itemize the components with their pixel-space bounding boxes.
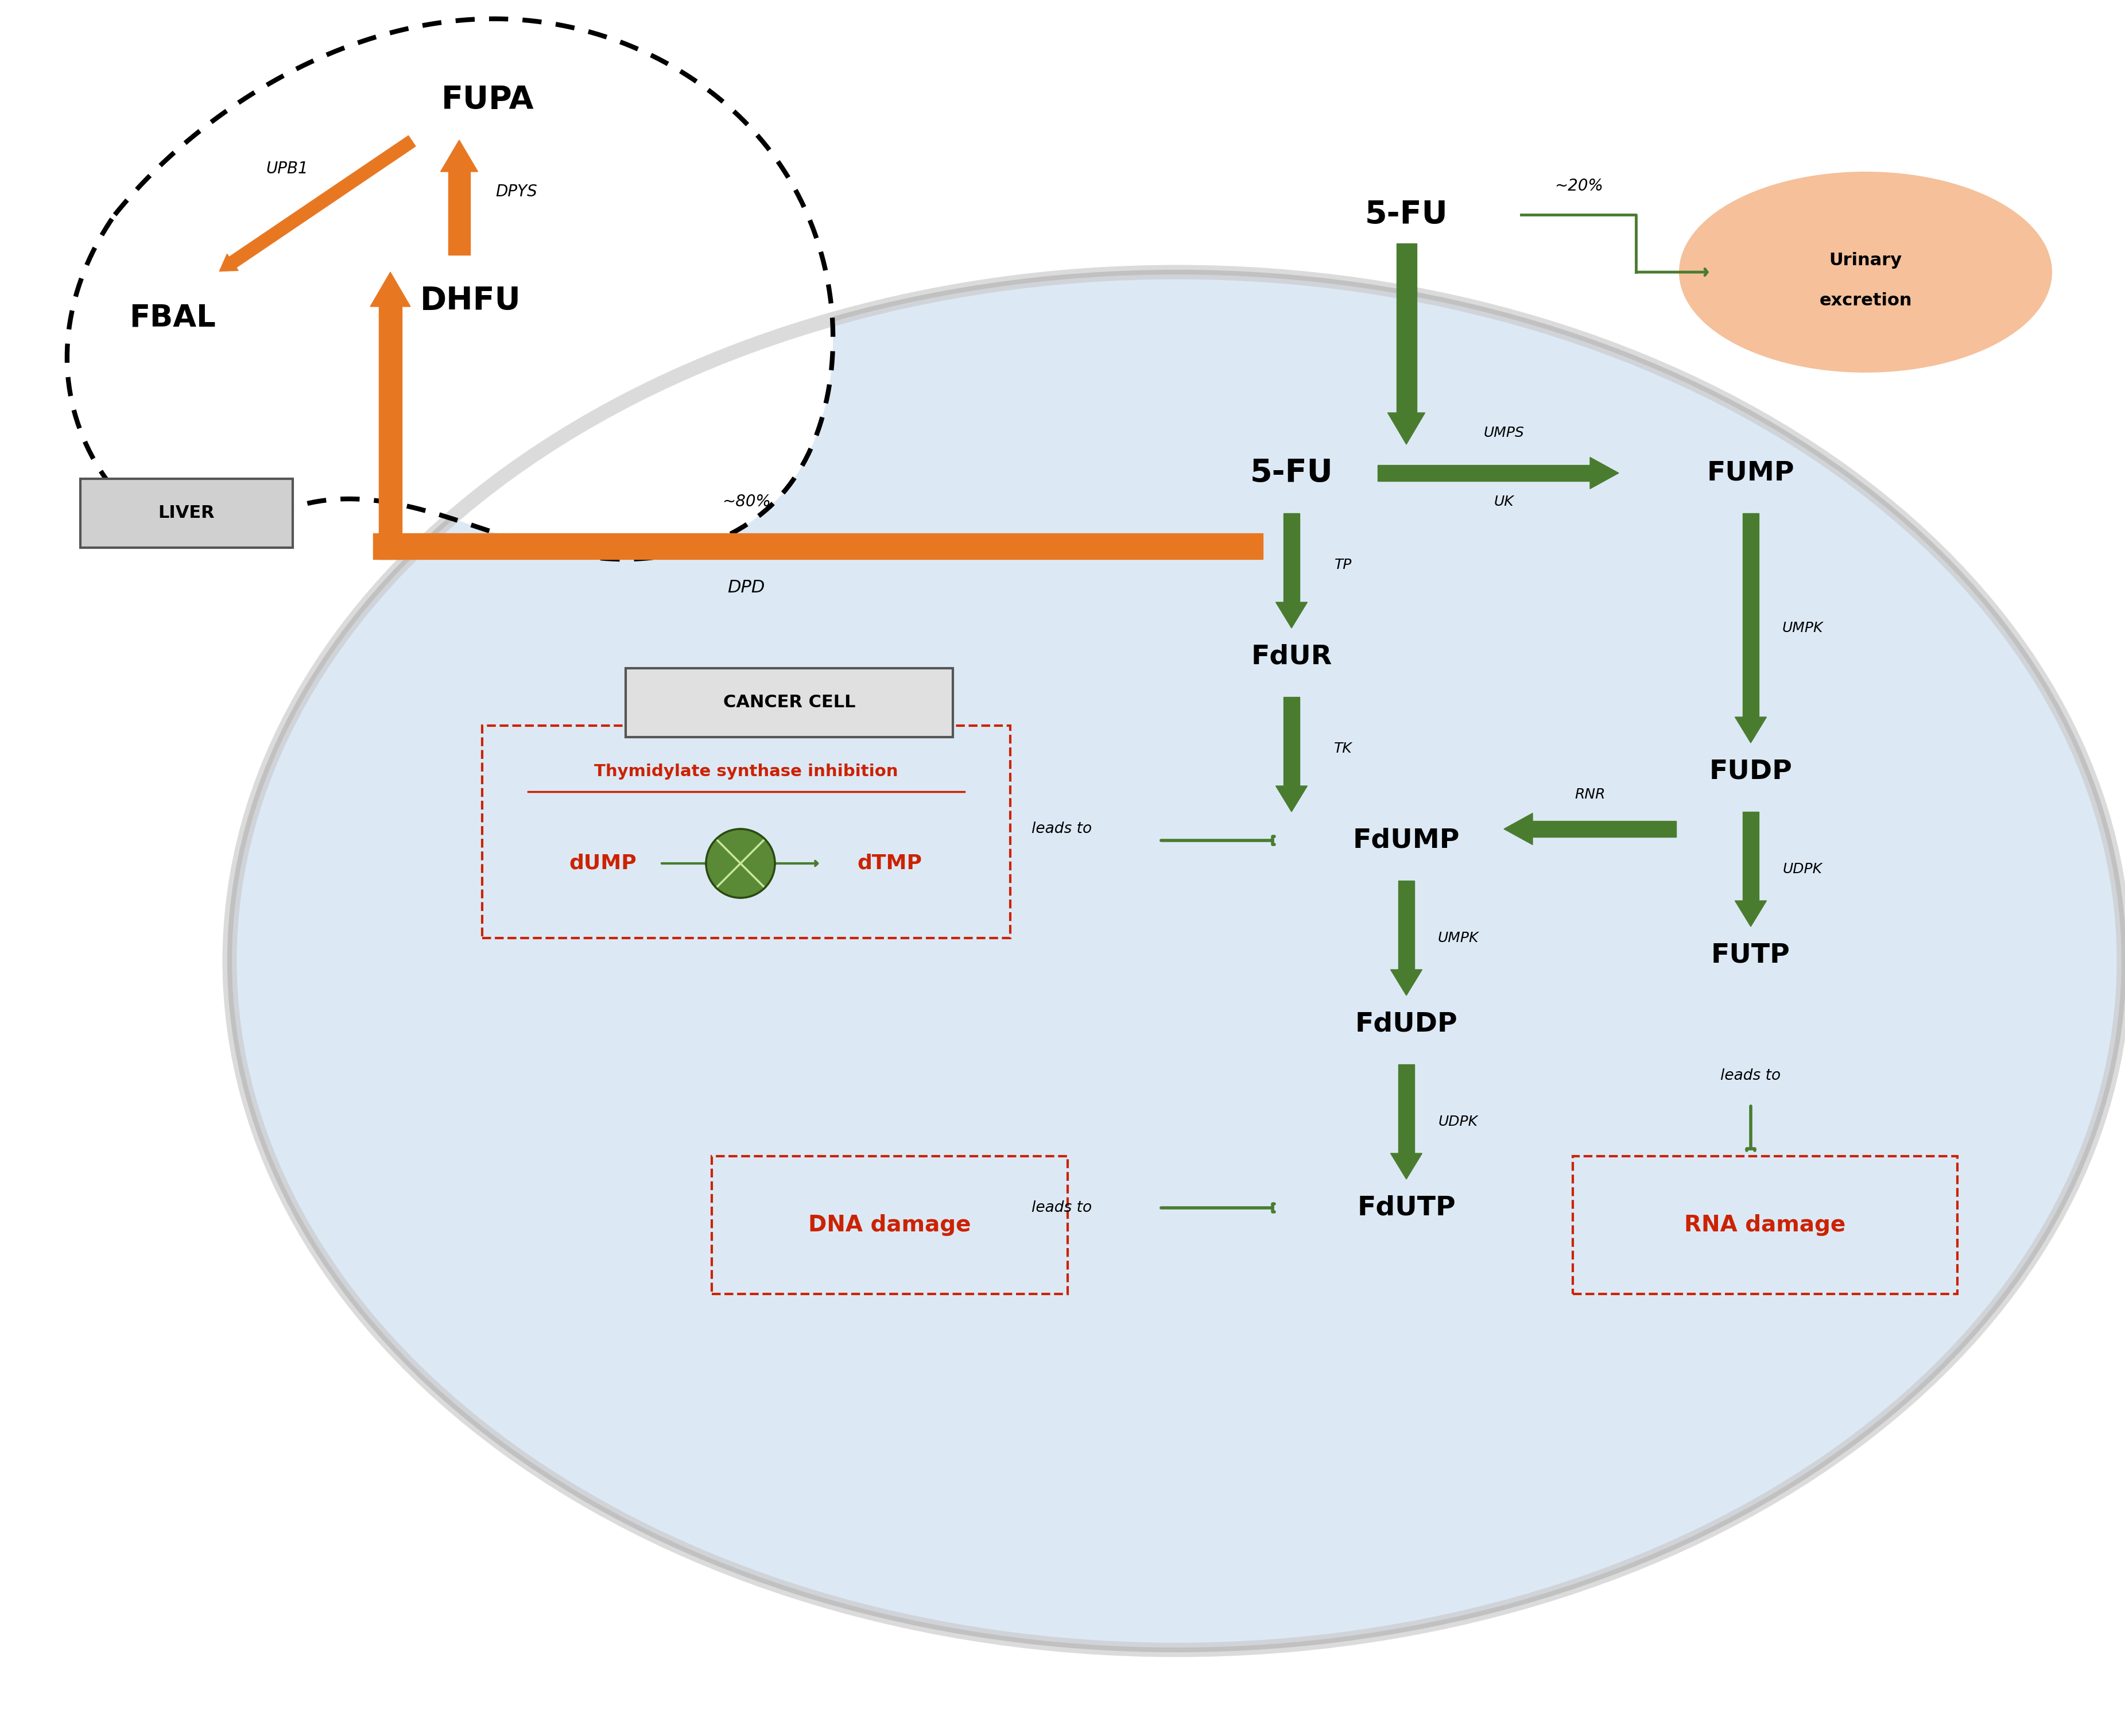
Text: DNA damage: DNA damage <box>808 1213 971 1236</box>
Text: dUMP: dUMP <box>570 854 637 873</box>
Text: FUTP: FUTP <box>1711 943 1791 969</box>
Circle shape <box>706 830 776 898</box>
Text: UDPK: UDPK <box>1783 863 1823 877</box>
Bar <box>1396 243 1417 413</box>
Text: UMPS: UMPS <box>1483 425 1524 439</box>
Polygon shape <box>1734 717 1766 743</box>
Text: FBAL: FBAL <box>130 304 215 333</box>
Polygon shape <box>1504 812 1532 845</box>
Text: TK: TK <box>1334 741 1352 755</box>
Text: ~20%: ~20% <box>1553 179 1602 194</box>
Text: DPD: DPD <box>727 580 765 595</box>
Text: TP: TP <box>1334 557 1352 571</box>
Text: leads to: leads to <box>1033 821 1092 837</box>
Text: Thymidylate synthase inhibition: Thymidylate synthase inhibition <box>595 764 899 779</box>
Text: FdUMP: FdUMP <box>1354 828 1460 854</box>
Text: UMPK: UMPK <box>1436 930 1479 944</box>
Bar <box>1283 696 1300 786</box>
Polygon shape <box>370 273 410 307</box>
Text: excretion: excretion <box>1819 292 1912 309</box>
Polygon shape <box>68 19 833 559</box>
Bar <box>1742 514 1759 717</box>
Bar <box>1742 812 1759 901</box>
Polygon shape <box>440 141 478 172</box>
Text: 5-FU: 5-FU <box>1249 458 1332 488</box>
Text: Urinary: Urinary <box>1830 252 1902 269</box>
Polygon shape <box>1734 901 1766 927</box>
Text: DPYS: DPYS <box>495 184 538 200</box>
Bar <box>448 172 470 255</box>
Polygon shape <box>1388 413 1426 444</box>
Text: DHFU: DHFU <box>421 285 521 316</box>
Ellipse shape <box>229 273 2123 1649</box>
FancyBboxPatch shape <box>625 668 952 738</box>
FancyBboxPatch shape <box>81 479 293 547</box>
Bar <box>1398 880 1415 970</box>
Text: leads to: leads to <box>1033 1200 1092 1215</box>
Text: ~80%: ~80% <box>722 493 771 510</box>
Text: UMPK: UMPK <box>1783 621 1823 635</box>
Text: dTMP: dTMP <box>856 854 922 873</box>
Polygon shape <box>1390 1153 1422 1179</box>
Bar <box>1283 514 1300 602</box>
Text: FdUDP: FdUDP <box>1356 1012 1458 1036</box>
Text: FUPA: FUPA <box>442 85 533 115</box>
Bar <box>378 307 402 559</box>
Polygon shape <box>1275 786 1307 812</box>
Text: UDPK: UDPK <box>1439 1115 1477 1128</box>
Text: LIVER: LIVER <box>157 505 215 521</box>
Text: CANCER CELL: CANCER CELL <box>722 694 856 712</box>
Bar <box>1398 1064 1415 1153</box>
Text: 5-FU: 5-FU <box>1364 200 1447 231</box>
Text: FUDP: FUDP <box>1709 759 1791 785</box>
Text: FUMP: FUMP <box>1706 460 1793 486</box>
Bar <box>374 533 1262 559</box>
Ellipse shape <box>1679 172 2053 373</box>
Bar <box>1377 465 1590 481</box>
Text: RNA damage: RNA damage <box>1685 1213 1847 1236</box>
Polygon shape <box>1275 602 1307 628</box>
Text: UK: UK <box>1494 495 1513 509</box>
Text: FdUTP: FdUTP <box>1358 1194 1456 1220</box>
Polygon shape <box>1390 970 1422 995</box>
Text: UPB1: UPB1 <box>266 161 308 177</box>
Text: FdUR: FdUR <box>1252 644 1332 670</box>
Bar <box>1532 821 1677 837</box>
Text: RNR: RNR <box>1575 788 1604 802</box>
Polygon shape <box>1590 457 1619 490</box>
Text: leads to: leads to <box>1721 1068 1781 1083</box>
